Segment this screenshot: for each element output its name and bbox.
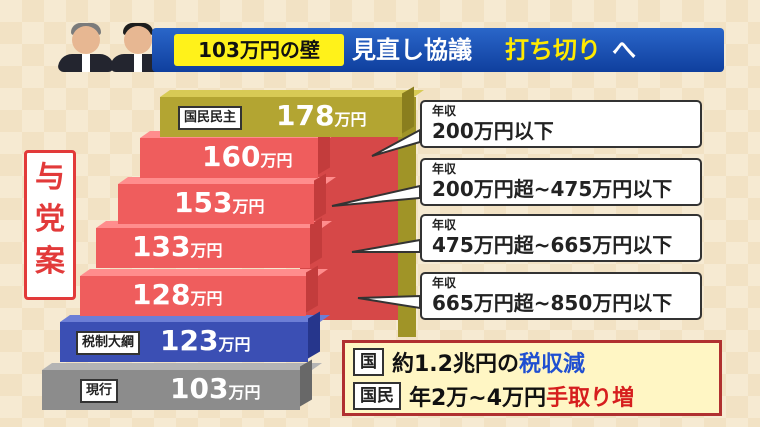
ruling-party-plan-label: 与 党 案	[24, 150, 76, 300]
summary-tag: 国	[353, 348, 384, 376]
step-tax-outline: 税制大綱 123万円	[60, 311, 330, 362]
summary-tag: 国民	[353, 382, 401, 410]
step-tag: 税制大綱	[76, 331, 141, 355]
step-133: 133万円	[96, 217, 332, 268]
title-tail: へ	[612, 36, 636, 64]
step-value: 178万円	[276, 99, 367, 132]
pointer-3	[351, 238, 421, 253]
step-value: 128万円	[132, 278, 223, 311]
step-dpfp: 国民民主 178万円	[160, 86, 424, 137]
pointer-4	[357, 294, 421, 310]
summary-accent: 税収減	[518, 352, 585, 377]
step-value: 153万円	[174, 186, 265, 219]
step-value: 103万円	[170, 372, 261, 405]
summary-row-citizens: 国民 年2万~4万円 手取り増	[353, 381, 634, 411]
summary-box: 国 約1.2兆円の 税収減 国民 年2万~4万円 手取り増	[342, 340, 722, 416]
step-128: 128万円	[80, 265, 328, 316]
step-tag: 現行	[80, 379, 119, 403]
step-current: 現行 103万円	[42, 359, 322, 410]
income-callout-2: 年収 200万円超~475万円以下	[420, 158, 702, 206]
person-photo-left	[58, 20, 114, 72]
title-main: 見直し協議	[352, 36, 472, 64]
step-value: 160万円	[202, 140, 293, 173]
income-callout-4: 年収 665万円超~850万円以下	[420, 272, 702, 320]
person-photo-right	[110, 20, 166, 72]
step-value: 123万円	[160, 324, 251, 357]
summary-text: 年2万~4万円	[409, 386, 547, 411]
title-accent: 打ち切り	[505, 36, 601, 64]
step-tag: 国民民主	[178, 106, 243, 130]
summary-accent: 手取り増	[546, 386, 635, 411]
pointer-1	[371, 128, 421, 157]
step-value: 133万円	[132, 230, 223, 263]
summary-row-national: 国 約1.2兆円の 税収減	[353, 347, 585, 377]
step-160: 160万円	[140, 127, 340, 178]
summary-text: 約1.2兆円の	[392, 352, 519, 377]
title-pill: 103万円の壁	[174, 34, 344, 66]
pointer-2	[331, 184, 421, 207]
step-153: 153万円	[118, 173, 336, 224]
income-callout-3: 年収 475万円超~665万円以下	[420, 214, 702, 262]
income-callout-1: 年収 200万円以下	[420, 100, 702, 148]
olive-column	[398, 97, 416, 337]
